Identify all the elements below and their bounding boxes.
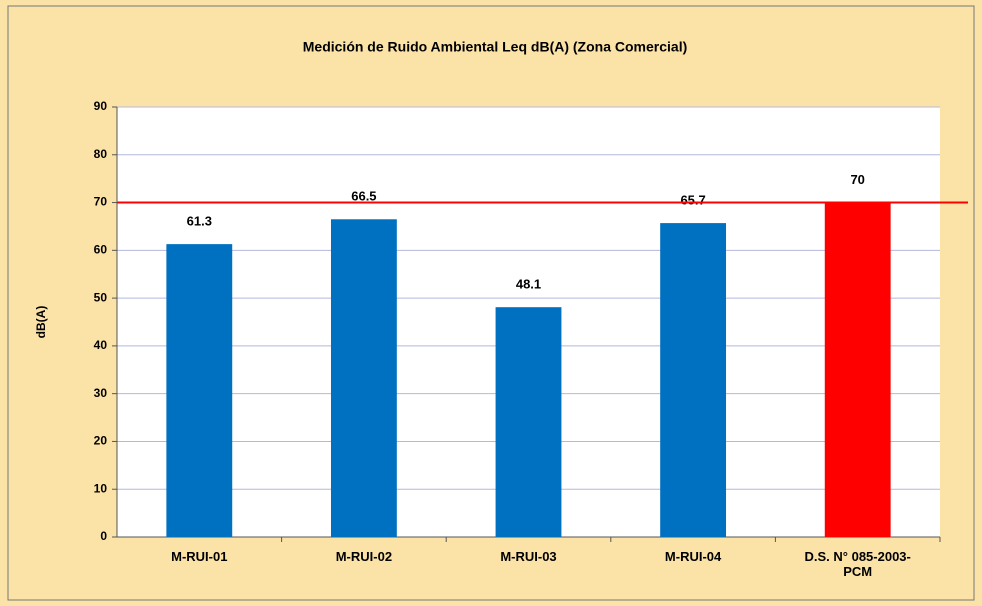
data-label: 70	[850, 172, 864, 187]
y-axis-label: dB(A)	[34, 306, 48, 339]
y-tick-label: 80	[94, 147, 108, 161]
x-tick-label: M-RUI-02	[335, 549, 393, 564]
y-tick-label: 10	[94, 481, 108, 495]
data-label: 66.5	[351, 189, 376, 204]
x-tick-label: M-RUI-03	[500, 549, 557, 564]
x-tick-label: M-RUI-04	[664, 549, 722, 564]
y-tick-label: 70	[94, 195, 108, 209]
x-tick-label: D.S. N° 085-2003-PCM	[804, 549, 911, 579]
chart-border	[7, 5, 975, 601]
y-tick-label: 90	[94, 99, 108, 113]
y-tick-label: 60	[94, 243, 108, 257]
y-tick-label: 20	[94, 434, 108, 448]
data-label: 65.7	[680, 193, 705, 208]
x-tick-label: M-RUI-01	[171, 549, 228, 564]
bar	[824, 202, 891, 538]
y-tick-label: 0	[100, 529, 107, 543]
bar	[495, 307, 562, 537]
bar	[166, 244, 233, 537]
y-tick-label: 40	[94, 338, 108, 352]
data-label: 61.3	[187, 214, 212, 229]
data-label: 48.1	[516, 277, 541, 292]
chart-title: Medición de Ruido Ambiental Leq dB(A) (Z…	[303, 39, 688, 55]
bar	[330, 219, 397, 537]
y-tick-label: 50	[94, 290, 108, 304]
bar	[660, 223, 727, 537]
y-tick-label: 30	[94, 386, 108, 400]
